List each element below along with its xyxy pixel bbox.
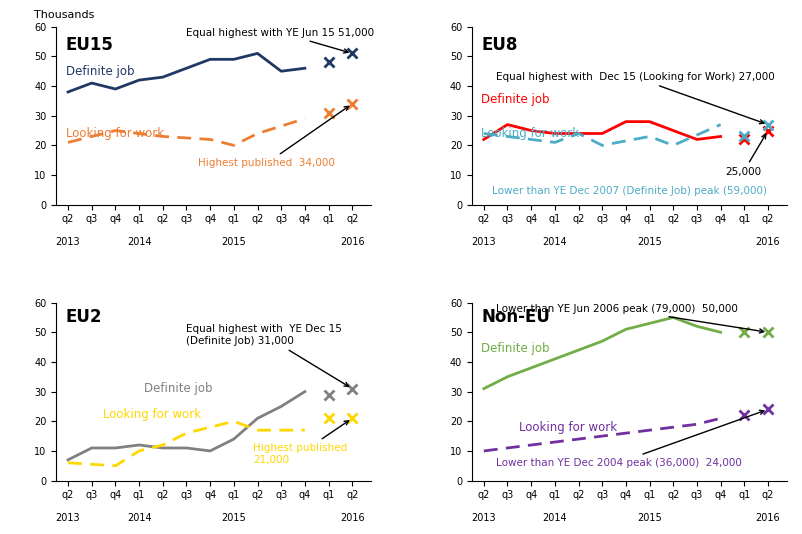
Text: Lower than YE Dec 2007 (Definite Job) peak (59,000): Lower than YE Dec 2007 (Definite Job) pe… — [492, 186, 766, 196]
Text: 2015: 2015 — [221, 237, 246, 247]
Text: Highest published
21,000: Highest published 21,000 — [253, 421, 348, 465]
Text: Equal highest with YE Jun 15 51,000: Equal highest with YE Jun 15 51,000 — [186, 28, 374, 53]
Text: Definite job: Definite job — [481, 342, 549, 356]
Text: EU15: EU15 — [66, 36, 113, 53]
Text: Looking for work: Looking for work — [66, 127, 164, 140]
Text: 2015: 2015 — [221, 513, 246, 523]
Text: Definite job: Definite job — [144, 382, 213, 395]
Text: 2014: 2014 — [542, 513, 566, 523]
Text: 2013: 2013 — [55, 237, 80, 247]
Text: 2014: 2014 — [127, 237, 152, 247]
Text: Looking for work: Looking for work — [481, 127, 579, 140]
Text: 2016: 2016 — [755, 237, 780, 247]
Text: 2016: 2016 — [339, 513, 364, 523]
Text: 2015: 2015 — [637, 513, 661, 523]
Text: Looking for work: Looking for work — [103, 409, 201, 421]
Text: Equal highest with  Dec 15 (Looking for Work) 27,000: Equal highest with Dec 15 (Looking for W… — [495, 72, 773, 124]
Text: Highest published  34,000: Highest published 34,000 — [198, 106, 348, 168]
Text: 2013: 2013 — [471, 513, 496, 523]
Text: 2016: 2016 — [339, 237, 364, 247]
Text: 2014: 2014 — [542, 237, 566, 247]
Text: Looking for work: Looking for work — [519, 421, 617, 434]
Text: 2013: 2013 — [55, 513, 80, 523]
Text: Definite job: Definite job — [66, 65, 134, 78]
Text: Definite job: Definite job — [481, 93, 549, 106]
Text: Thousands: Thousands — [34, 10, 95, 20]
Text: EU8: EU8 — [481, 36, 517, 53]
Text: Lower than YE Dec 2004 peak (36,000)  24,000: Lower than YE Dec 2004 peak (36,000) 24,… — [495, 410, 763, 468]
Text: 2015: 2015 — [637, 237, 661, 247]
Text: Lower than YE Jun 2006 peak (79,000)  50,000: Lower than YE Jun 2006 peak (79,000) 50,… — [495, 303, 763, 333]
Text: 2014: 2014 — [127, 513, 152, 523]
Text: Non-EU: Non-EU — [481, 308, 549, 326]
Text: Equal highest with  YE Dec 15
(Definite Job) 31,000: Equal highest with YE Dec 15 (Definite J… — [186, 325, 348, 387]
Text: EU2: EU2 — [66, 308, 102, 326]
Text: 2013: 2013 — [471, 237, 496, 247]
Text: 2016: 2016 — [755, 513, 780, 523]
Text: 25,000: 25,000 — [724, 134, 765, 177]
